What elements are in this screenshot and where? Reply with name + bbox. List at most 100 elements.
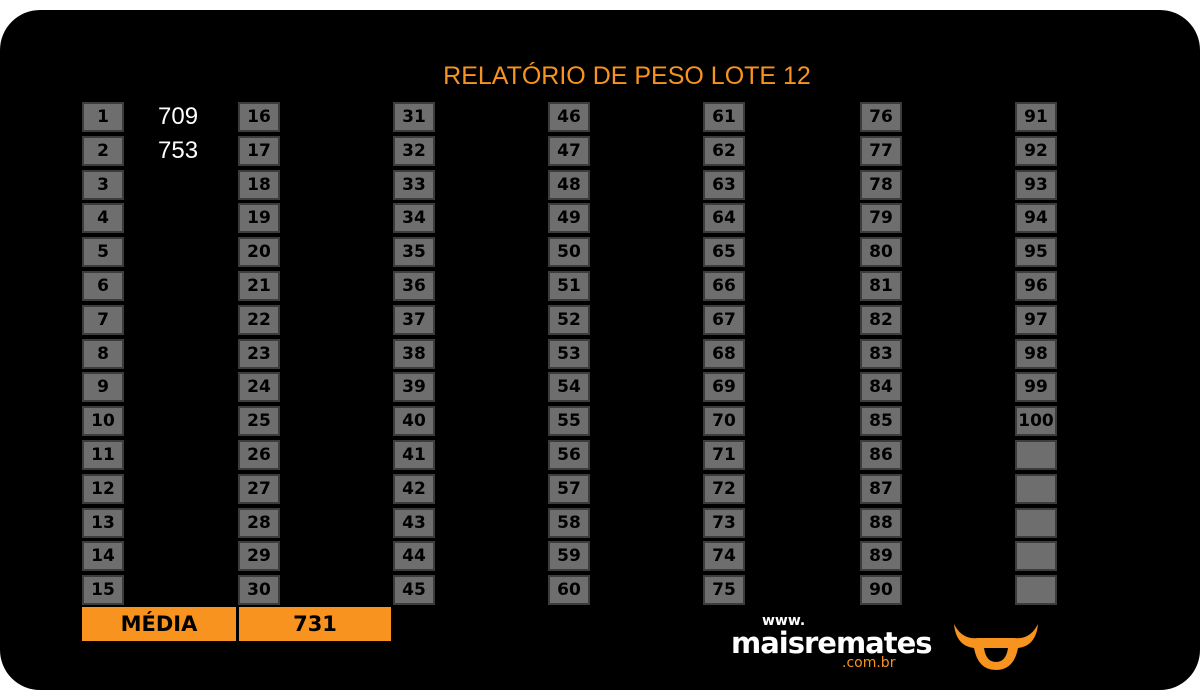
slot-number: 75	[703, 575, 745, 606]
slot-number: 70	[703, 406, 745, 437]
slot-number: 58	[548, 507, 590, 538]
slot-number: 68	[703, 338, 745, 369]
slot-number	[1015, 575, 1057, 606]
slot-number: 15	[82, 575, 124, 606]
slot-number: 85	[860, 406, 902, 437]
slot-number: 22	[238, 304, 280, 335]
slot-number: 51	[548, 271, 590, 301]
slot-number: 87	[860, 473, 902, 504]
slot-number: 39	[393, 372, 435, 403]
slot-number: 17	[238, 135, 280, 166]
slot-number: 63	[703, 169, 745, 200]
slot-number: 18	[238, 169, 280, 200]
slot-number: 91	[1015, 102, 1057, 132]
slot-number: 82	[860, 304, 902, 335]
slot-number: 33	[393, 169, 435, 200]
slot-number: 54	[548, 372, 590, 403]
slot-number: 65	[703, 237, 745, 268]
slot-number: 26	[238, 440, 280, 470]
logo-name: maisremates	[731, 626, 933, 660]
slot-number	[1015, 473, 1057, 504]
logo-prefix: www.	[762, 613, 806, 629]
slot-number: 74	[703, 541, 745, 572]
slot-number: 36	[393, 271, 435, 301]
slot-number: 13	[82, 507, 124, 538]
slot-number: 79	[860, 203, 902, 234]
slot-number: 24	[238, 372, 280, 403]
average-label: MÉDIA	[82, 607, 236, 641]
slot-number: 21	[238, 271, 280, 301]
slot-number: 40	[393, 406, 435, 437]
slot-number: 97	[1015, 304, 1057, 335]
slot-number: 1	[82, 102, 124, 132]
slot-number: 64	[703, 203, 745, 234]
slot-number: 46	[548, 102, 590, 132]
slot-number: 52	[548, 304, 590, 335]
slot-number: 93	[1015, 169, 1057, 200]
slot-number: 35	[393, 237, 435, 268]
slot-number: 11	[82, 440, 124, 470]
slot-number: 43	[393, 507, 435, 538]
slot-number: 98	[1015, 338, 1057, 369]
slot-number: 81	[860, 271, 902, 301]
slot-number: 76	[860, 102, 902, 132]
slot-number: 55	[548, 406, 590, 437]
slot-number: 32	[393, 135, 435, 166]
slot-number: 56	[548, 440, 590, 470]
slot-number	[1015, 440, 1057, 470]
slot-number	[1015, 541, 1057, 572]
slot-number: 3	[82, 169, 124, 200]
slot-number: 7	[82, 304, 124, 335]
slot-number: 37	[393, 304, 435, 335]
slot-number: 72	[703, 473, 745, 504]
slot-number: 83	[860, 338, 902, 369]
slot-number: 59	[548, 541, 590, 572]
bull-icon	[954, 624, 1038, 670]
slot-number: 99	[1015, 372, 1057, 403]
weight-value: 753	[158, 136, 199, 164]
slot-number: 12	[82, 473, 124, 504]
slot-number: 90	[860, 575, 902, 606]
slot-number: 84	[860, 372, 902, 403]
slot-number: 77	[860, 135, 902, 166]
slot-number: 57	[548, 473, 590, 504]
slot-number: 44	[393, 541, 435, 572]
slot-number: 62	[703, 135, 745, 166]
slot-number: 66	[703, 271, 745, 301]
slot-number: 67	[703, 304, 745, 335]
slot-number: 4	[82, 203, 124, 234]
slot-number: 42	[393, 473, 435, 504]
slot-number: 30	[238, 575, 280, 606]
slot-number: 10	[82, 406, 124, 437]
slot-number: 61	[703, 102, 745, 132]
slot-number: 88	[860, 507, 902, 538]
logo-suffix: .com.br	[842, 655, 896, 671]
slot-number: 45	[393, 575, 435, 606]
slot-number: 16	[238, 102, 280, 132]
slot-number: 34	[393, 203, 435, 234]
slot-number: 27	[238, 473, 280, 504]
slot-number: 25	[238, 406, 280, 437]
slot-number: 14	[82, 541, 124, 572]
weight-value: 709	[158, 103, 199, 130]
slot-number	[1015, 507, 1057, 538]
slot-number: 47	[548, 135, 590, 166]
slot-number: 6	[82, 271, 124, 301]
slot-number: 2	[82, 135, 124, 166]
slot-number: 41	[393, 440, 435, 470]
slot-number: 89	[860, 541, 902, 572]
average-value: 731	[239, 607, 391, 641]
slot-number: 50	[548, 237, 590, 268]
slot-number: 29	[238, 541, 280, 572]
slot-number: 80	[860, 237, 902, 268]
slot-number: 23	[238, 338, 280, 369]
panel	[0, 10, 1200, 690]
title: RELATÓRIO DE PESO LOTE 12	[443, 62, 811, 90]
slot-number: 95	[1015, 237, 1057, 268]
slot-number: 53	[548, 338, 590, 369]
slot-number: 49	[548, 203, 590, 234]
slot-number: 94	[1015, 203, 1057, 234]
slot-number: 5	[82, 237, 124, 268]
slot-number: 86	[860, 440, 902, 470]
